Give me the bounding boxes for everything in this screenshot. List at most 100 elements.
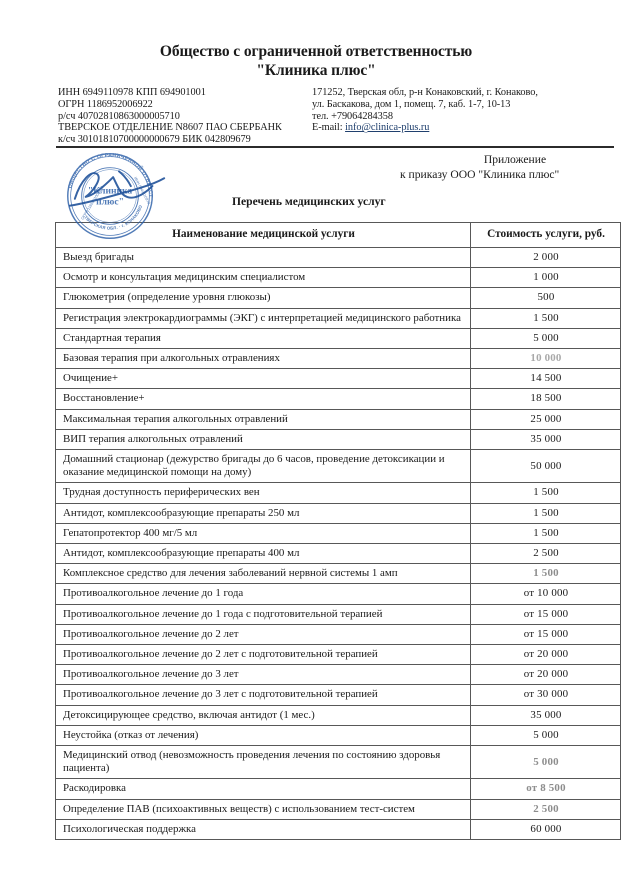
service-price-cell: от 8 500 — [470, 778, 621, 800]
table-row: Регистрация электрокардиограммы (ЭКГ) с … — [55, 307, 621, 329]
service-name-cell: Гепатопротектор 400 мг/5 мл — [55, 522, 471, 545]
service-name-cell: Противоалкогольное лечение до 2 лет — [55, 623, 471, 646]
page-title: Перечень медицинских услуг — [232, 195, 386, 208]
svg-text:"Клиника: "Клиника — [88, 186, 133, 197]
price-table: Наименование медицинской услуги Стоимост… — [55, 222, 621, 841]
service-price-cell: от 10 000 — [470, 583, 621, 605]
service-name-cell: Медицинский отвод (невозможность проведе… — [55, 745, 471, 780]
service-price-cell: 60 000 — [470, 818, 621, 841]
requisites-inn: ИНН 6949110978 КПП 694901001 — [58, 87, 206, 98]
table-row: Противоалкогольное лечение до 3 лет с по… — [55, 684, 621, 706]
table-row: Домашний стационар (дежурство бригады до… — [55, 449, 621, 484]
requisites-block: ИНН 6949110978 КПП 694901001 ОГРН 118695… — [0, 87, 632, 149]
service-price-cell: 35 000 — [470, 704, 621, 726]
service-price-cell: 1 500 — [470, 307, 621, 329]
table-row: Базовая терапия при алкогольных отравлен… — [55, 348, 621, 370]
table-row: ВИП терапия алкогольных отравлений 35 000 — [55, 428, 621, 451]
table-row: Выезд бригады 2 000 — [55, 246, 621, 269]
table-row: Противоалкогольное лечение до 3 лет от 20… — [55, 664, 621, 686]
org-title-line1: Общество с ограниченной ответственностью — [159, 43, 473, 60]
column-header-service: Наименование медицинской услуги — [55, 222, 471, 248]
requisites-bank: ТВЕРСКОЕ ОТДЕЛЕНИЕ N8607 ПАО СБЕРБАНК — [58, 122, 282, 134]
service-price-cell: 1 000 — [470, 267, 621, 289]
service-name-cell: Комплексное средство для лечения заболев… — [55, 563, 471, 585]
table-row: Противоалкогольное лечение до 2 лет от 15… — [55, 623, 621, 646]
service-price-cell: от 15 000 — [470, 623, 621, 646]
service-name-cell: Противоалкогольное лечение до 1 года — [55, 583, 471, 605]
service-price-cell: 25 000 — [470, 408, 621, 430]
column-header-price: Стоимость услуги, руб. — [470, 222, 621, 248]
service-price-cell: 500 — [470, 287, 621, 309]
service-price-cell: 50 000 — [470, 449, 621, 484]
table-row: Осмотр и консультация медицинским специа… — [55, 267, 621, 289]
service-name-cell: Осмотр и консультация медицинским специа… — [55, 267, 471, 289]
service-price-cell: 1 500 — [470, 502, 621, 524]
service-name-cell: Определение ПАВ (психоактивных веществ) … — [55, 798, 471, 820]
table-row: Трудная доступность периферических вен 1 … — [55, 482, 621, 504]
requisites-corr-account: к/сч 30101810700000000679 БИК 042809679 — [58, 134, 251, 146]
phone-line: тел. +79064284358 — [312, 110, 393, 122]
service-name-cell: Регистрация электрокардиограммы (ЭКГ) с … — [55, 307, 471, 329]
table-row: Детоксицирующее средство, включая антидо… — [55, 704, 621, 726]
service-name-cell: Домашний стационар (дежурство бригады до… — [55, 449, 471, 484]
service-price-cell: 14 500 — [470, 368, 621, 390]
service-name-cell: Неустойка (отказ от лечения) — [55, 724, 471, 747]
table-row: Раскодировка от 8 500 — [55, 778, 621, 800]
table-row: Комплексное средство для лечения заболев… — [55, 563, 621, 585]
table-row: Определение ПАВ (психоактивных веществ) … — [55, 798, 621, 820]
service-price-cell: 1 500 — [470, 522, 621, 545]
service-price-cell: от 30 000 — [470, 684, 621, 706]
table-row: Медицинский отвод (невозможность проведе… — [55, 745, 621, 780]
requisites-right: 171252, Тверская обл, р-н Конаковский, г… — [312, 87, 622, 134]
svg-text:ОГРН 1186952006922: ОГРН 1186952006922 — [81, 185, 105, 220]
service-name-cell: Восстановление+ — [55, 388, 471, 410]
service-name-cell: Противоалкогольное лечение до 2 лет с по… — [55, 644, 471, 666]
appendix-note: Приложение к приказу ООО "Клиника плюс" — [400, 152, 630, 182]
service-price-cell: 18 500 — [470, 388, 621, 410]
requisites-ogrn: ОГРН 1186952006922 — [58, 98, 153, 110]
email-link[interactable]: info@clinica-plus.ru — [345, 122, 430, 134]
service-price-cell: 5 000 — [470, 327, 621, 350]
table-row: Психологическая поддержка 60 000 — [55, 818, 621, 841]
service-name-cell: Антидот, комплексообразующие препараты 2… — [55, 502, 471, 524]
service-name-cell: Психологическая поддержка — [55, 818, 471, 841]
service-price-cell: от 20 000 — [470, 664, 621, 686]
service-name-cell: Базовая терапия при алкогольных отравлен… — [55, 348, 471, 370]
service-name-cell: Максимальная терапия алкогольных отравле… — [55, 408, 471, 430]
service-name-cell: Очищение+ — [55, 368, 471, 390]
table-row: Максимальная терапия алкогольных отравле… — [55, 408, 621, 430]
service-price-cell: от 20 000 — [470, 644, 621, 666]
service-name-cell: Противоалкогольное лечение до 3 лет с по… — [55, 684, 471, 706]
service-name-cell: Стандартная терапия — [55, 327, 471, 350]
service-name-cell: Выезд бригады — [55, 246, 471, 269]
service-name-cell: Трудная доступность периферических вен — [55, 482, 471, 504]
svg-text:ОБЩЕСТВО С ОГРАНИЧЕННОЙ ОТВЕТС: ОБЩЕСТВО С ОГРАНИЧЕННОЙ ОТВЕТСТВЕННОСТЬЮ — [62, 148, 153, 198]
table-row: Противоалкогольное лечение до 1 года с п… — [55, 603, 621, 625]
requisites-account: р/сч 40702810863000005710 — [58, 110, 180, 122]
table-row: Стандартная терапия 5 000 — [55, 327, 621, 350]
requisites-left: ИНН 6949110978 КПП 694901001 ОГРН 118695… — [58, 87, 358, 146]
table-row: Противоалкогольное лечение до 1 года от 1… — [55, 583, 621, 605]
service-price-cell: 35 000 — [470, 428, 621, 451]
table-header-row: Наименование медицинской услуги Стоимост… — [55, 222, 621, 248]
email-line: E-mail: info@clinica-plus.ru — [312, 122, 622, 134]
header-divider-rule — [56, 146, 614, 148]
service-name-cell: Глюкометрия (определение уровня глюкозы) — [55, 287, 471, 309]
service-name-cell: Антидот, комплексообразующие препараты 4… — [55, 543, 471, 565]
appendix-line2: к приказу ООО "Клиника плюс" — [400, 168, 560, 181]
price-table-body: Выезд бригады 2 000 Осмотр и консультация … — [55, 246, 621, 841]
table-row: Антидот, комплексообразующие препараты 2… — [55, 502, 621, 524]
table-row: Противоалкогольное лечение до 2 лет с по… — [55, 644, 621, 666]
service-price-cell: от 15 000 — [470, 603, 621, 625]
address-line2: ул. Баскакова, дом 1, помещ. 7, каб. 1-7… — [312, 98, 511, 110]
email-label: E-mail: — [312, 122, 346, 134]
service-price-cell: 2 000 — [470, 246, 621, 269]
service-price-cell: 2 500 — [470, 798, 621, 820]
table-row: Гепатопротектор 400 мг/5 мл 1 500 — [55, 522, 621, 545]
svg-text:плюс": плюс" — [96, 197, 124, 208]
table-row: Очищение+ 14 500 — [55, 368, 621, 390]
service-name-cell: Раскодировка — [55, 778, 471, 800]
service-price-cell: 5 000 — [470, 724, 621, 747]
organisation-title: Общество с ограниченной ответственностью… — [0, 0, 632, 80]
